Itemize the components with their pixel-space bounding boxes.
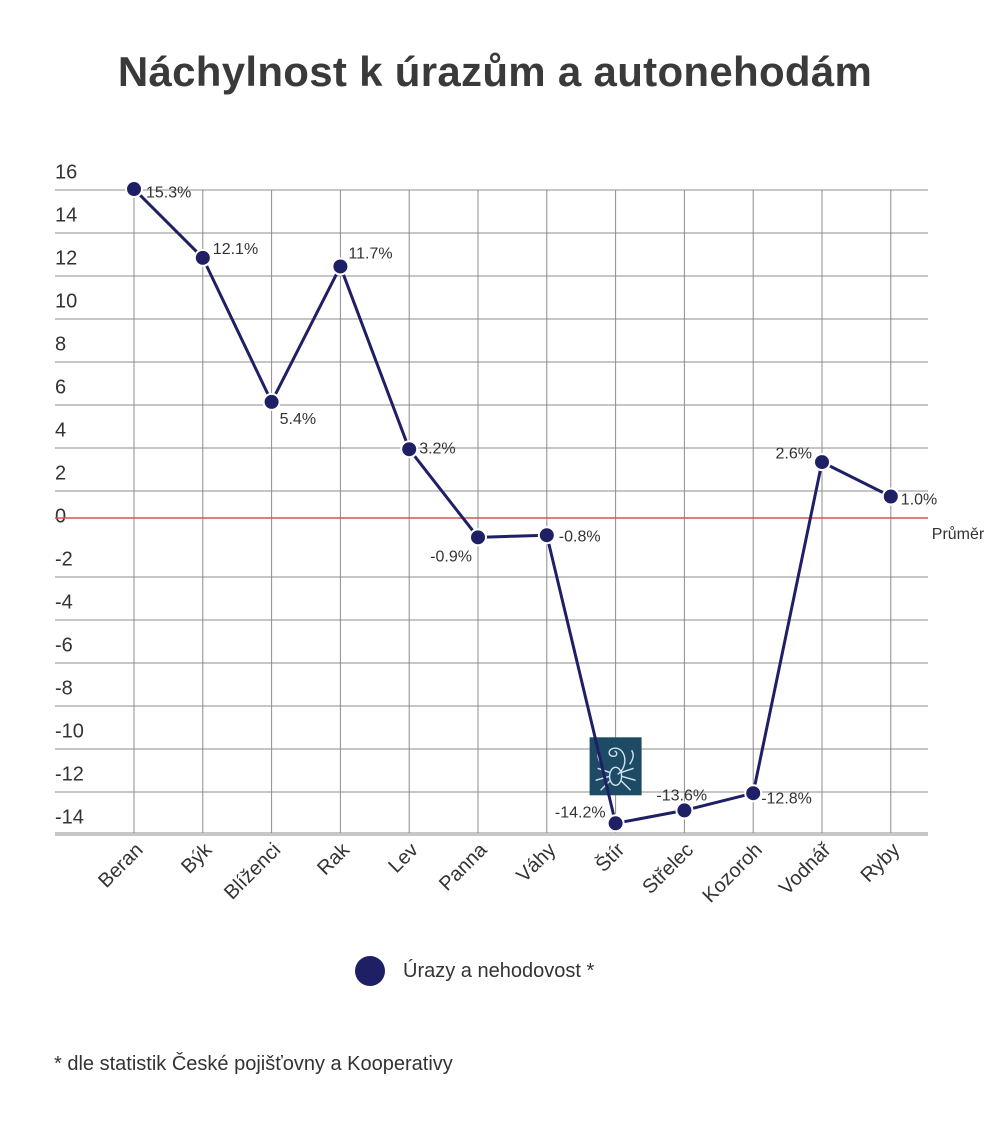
- data-point: [469, 528, 487, 547]
- x-category-label: Rak: [313, 838, 354, 879]
- y-tick-label: -14: [55, 806, 84, 828]
- legend: Úrazy a nehodovost *: [355, 956, 594, 986]
- x-category-label: Beran: [94, 839, 147, 892]
- data-point: [193, 248, 212, 267]
- x-category-label: Lev: [384, 839, 422, 877]
- data-point: [744, 784, 763, 803]
- data-point: [400, 440, 419, 459]
- data-point: [125, 180, 143, 199]
- footnote: * dle statistik České pojišťovny a Koope…: [54, 1053, 453, 1075]
- line-chart: 16 14 12 10 8 6 4 2 0 -2 -4 -6 -8 -10 -12 -14 Průměr Bera…: [55, 161, 985, 907]
- x-category-label: Panna: [435, 838, 492, 895]
- x-category-label: Váhy: [513, 839, 561, 887]
- y-tick-label: 12: [55, 247, 77, 269]
- data-label: 3.2%: [419, 440, 455, 457]
- y-tick-label: -10: [55, 720, 84, 742]
- data-label: 12.1%: [213, 241, 258, 258]
- y-tick-label: 2: [55, 462, 66, 484]
- data-label: 1.0%: [901, 492, 937, 509]
- x-category-label: Býk: [177, 838, 217, 878]
- series-line: [132, 187, 892, 825]
- data-point: [331, 257, 350, 276]
- x-category-label: Střelec: [638, 839, 698, 899]
- x-category-label: Ryby: [857, 839, 905, 887]
- legend-marker: [355, 956, 385, 986]
- average-line-label: Průměr: [932, 525, 985, 543]
- y-tick-label: 10: [55, 290, 77, 312]
- x-category-label: Vodnář: [775, 838, 836, 899]
- data-label: -0.9%: [430, 549, 472, 566]
- data-label: 2.6%: [776, 445, 812, 462]
- data-label: 5.4%: [280, 411, 316, 428]
- data-point: [606, 814, 625, 833]
- y-tick-label: -4: [55, 591, 73, 613]
- y-tick-label: 14: [55, 204, 77, 226]
- data-label: 11.7%: [348, 246, 392, 263]
- data-label: -13.6%: [656, 788, 707, 805]
- legend-label: Úrazy a nehodovost *: [403, 959, 595, 982]
- x-category-label: Blíženci: [220, 839, 285, 904]
- y-tick-label: -12: [55, 763, 84, 785]
- data-point: [262, 392, 281, 411]
- data-point: [675, 801, 694, 820]
- y-tick-label: 4: [55, 419, 66, 441]
- data-label: 15.3%: [146, 184, 191, 201]
- x-category-label: Kozoroh: [698, 839, 766, 907]
- x-category-label: Štír: [591, 838, 630, 877]
- data-label: -0.8%: [559, 528, 601, 545]
- y-tick-label: -2: [55, 548, 73, 570]
- chart-title: Náchylnost k úrazům a autonehodám: [117, 48, 873, 95]
- y-tick-label: -6: [55, 634, 73, 656]
- data-label: -12.8%: [761, 790, 812, 807]
- y-tick-label: -8: [55, 677, 73, 699]
- data-label: -14.2%: [555, 805, 606, 822]
- y-tick-label: 6: [55, 376, 66, 398]
- data-point: [537, 526, 556, 545]
- data-point: [813, 453, 831, 472]
- y-tick-label: 16: [55, 161, 77, 183]
- y-tick-label: 0: [55, 505, 66, 527]
- data-point: [881, 487, 900, 506]
- y-tick-label: 8: [55, 333, 66, 355]
